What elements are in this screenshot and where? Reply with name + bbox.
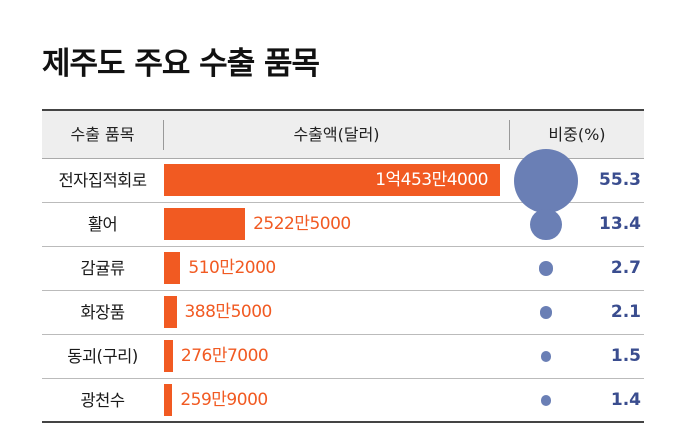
share-value: 55.3 <box>599 170 641 190</box>
item-name: 활어 <box>87 215 118 234</box>
amount-label: 259만9000 <box>180 390 268 410</box>
amount-label: 1억453만4000 <box>375 170 488 190</box>
table-row: 감귤류 510만2000 2.7 <box>42 247 644 291</box>
share-bubble <box>538 261 554 276</box>
amount-label: 388만5000 <box>184 302 272 322</box>
share-bubble <box>514 148 578 213</box>
share-bubble <box>530 208 562 241</box>
share-value: 2.1 <box>610 302 641 322</box>
amount-bar <box>164 164 500 196</box>
share-value: 13.4 <box>599 214 641 234</box>
table-row: 화장품 388만5000 2.1 <box>42 291 644 335</box>
table-header: 수출 품목 수출액(달러) 비중(%) <box>42 109 644 159</box>
share-bubble <box>539 306 553 319</box>
header-share: 비중(%) <box>548 125 606 144</box>
share-value: 2.7 <box>610 258 641 278</box>
header-amount: 수출액(달러) <box>293 125 380 144</box>
header-divider <box>163 120 164 150</box>
chart-title: 제주도 주요 수출 품목 <box>42 46 320 82</box>
item-name: 감귤류 <box>80 259 125 278</box>
header-item: 수출 품목 <box>70 125 135 144</box>
share-value: 1.4 <box>610 390 641 410</box>
amount-bar <box>164 296 177 328</box>
header-divider <box>509 120 510 150</box>
table-row: 광천수 259만9000 1.4 <box>42 379 644 423</box>
item-name: 화장품 <box>80 303 125 322</box>
amount-label: 276만7000 <box>180 346 269 366</box>
amount-label: 2522만5000 <box>253 214 351 234</box>
item-name: 전자집적회로 <box>58 171 147 190</box>
share-bubble <box>540 351 552 362</box>
export-table: 수출 품목 수출액(달러) 비중(%) 전자집적회로 1억453만4000 55.3… <box>42 109 644 425</box>
table-row: 전자집적회로 1억453만4000 55.3 <box>42 148 644 213</box>
item-name: 동괴(구리) <box>67 347 138 366</box>
table-row: 활어 2522만5000 13.4 <box>42 203 644 247</box>
amount-bar <box>164 208 246 240</box>
share-bubble <box>540 395 552 406</box>
amount-bar <box>164 340 173 372</box>
table-row: 동괴(구리) 276만7000 1.5 <box>42 335 644 379</box>
share-value: 1.5 <box>610 346 641 366</box>
item-name: 광천수 <box>80 391 125 410</box>
amount-bar <box>164 384 173 416</box>
amount-bar <box>164 252 181 284</box>
amount-label: 510만2000 <box>188 258 276 278</box>
